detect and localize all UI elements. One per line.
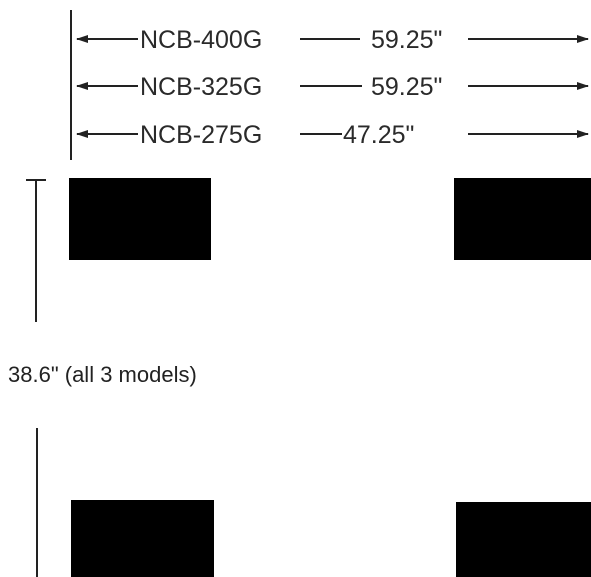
foot-bottom-right bbox=[456, 502, 591, 577]
model-label: NCB-275G bbox=[140, 121, 262, 149]
model-label: NCB-400G bbox=[140, 26, 262, 54]
foot-top-left bbox=[69, 178, 211, 260]
dimension-row-ncb-275g: NCB-275G 47.25" bbox=[76, 121, 589, 149]
width-label: 59.25" bbox=[371, 73, 442, 101]
model-label: NCB-325G bbox=[140, 73, 262, 101]
foot-top-right bbox=[454, 178, 591, 260]
width-label: 59.25" bbox=[371, 26, 442, 54]
dimension-row-ncb-400g: NCB-400G 59.25" bbox=[76, 26, 589, 54]
foot-bottom-left bbox=[71, 500, 214, 577]
dimension-row-ncb-325g: NCB-325G 59.25" bbox=[76, 73, 589, 101]
width-label: 47.25" bbox=[343, 121, 414, 149]
depth-label: 38.6" (all 3 models) bbox=[8, 362, 197, 387]
